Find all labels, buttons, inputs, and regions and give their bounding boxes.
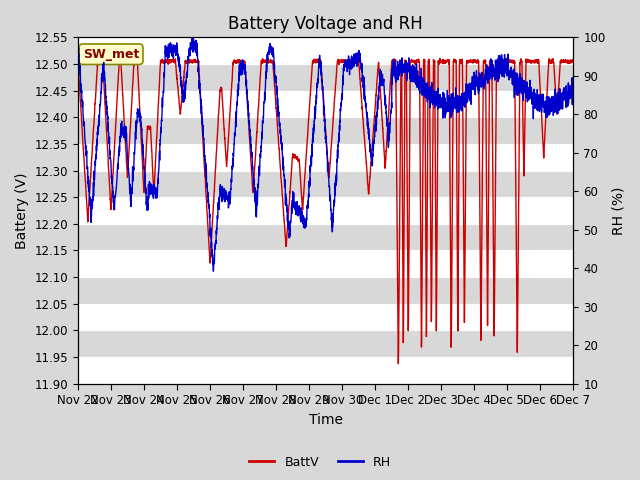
Bar xyxy=(78,304,573,330)
Bar xyxy=(78,357,573,384)
Bar xyxy=(78,251,573,277)
Bar xyxy=(78,330,573,357)
Y-axis label: Battery (V): Battery (V) xyxy=(15,172,29,249)
Bar xyxy=(78,197,573,224)
Bar xyxy=(78,170,573,197)
Bar xyxy=(78,64,573,91)
Text: SW_met: SW_met xyxy=(83,48,140,61)
Title: Battery Voltage and RH: Battery Voltage and RH xyxy=(228,15,423,33)
Legend: BattV, RH: BattV, RH xyxy=(244,451,396,474)
Bar xyxy=(78,277,573,304)
Bar xyxy=(78,117,573,144)
Bar xyxy=(78,144,573,170)
Bar xyxy=(78,37,573,64)
Y-axis label: RH (%): RH (%) xyxy=(611,186,625,235)
Bar xyxy=(78,91,573,117)
Bar xyxy=(78,224,573,251)
X-axis label: Time: Time xyxy=(308,413,342,427)
